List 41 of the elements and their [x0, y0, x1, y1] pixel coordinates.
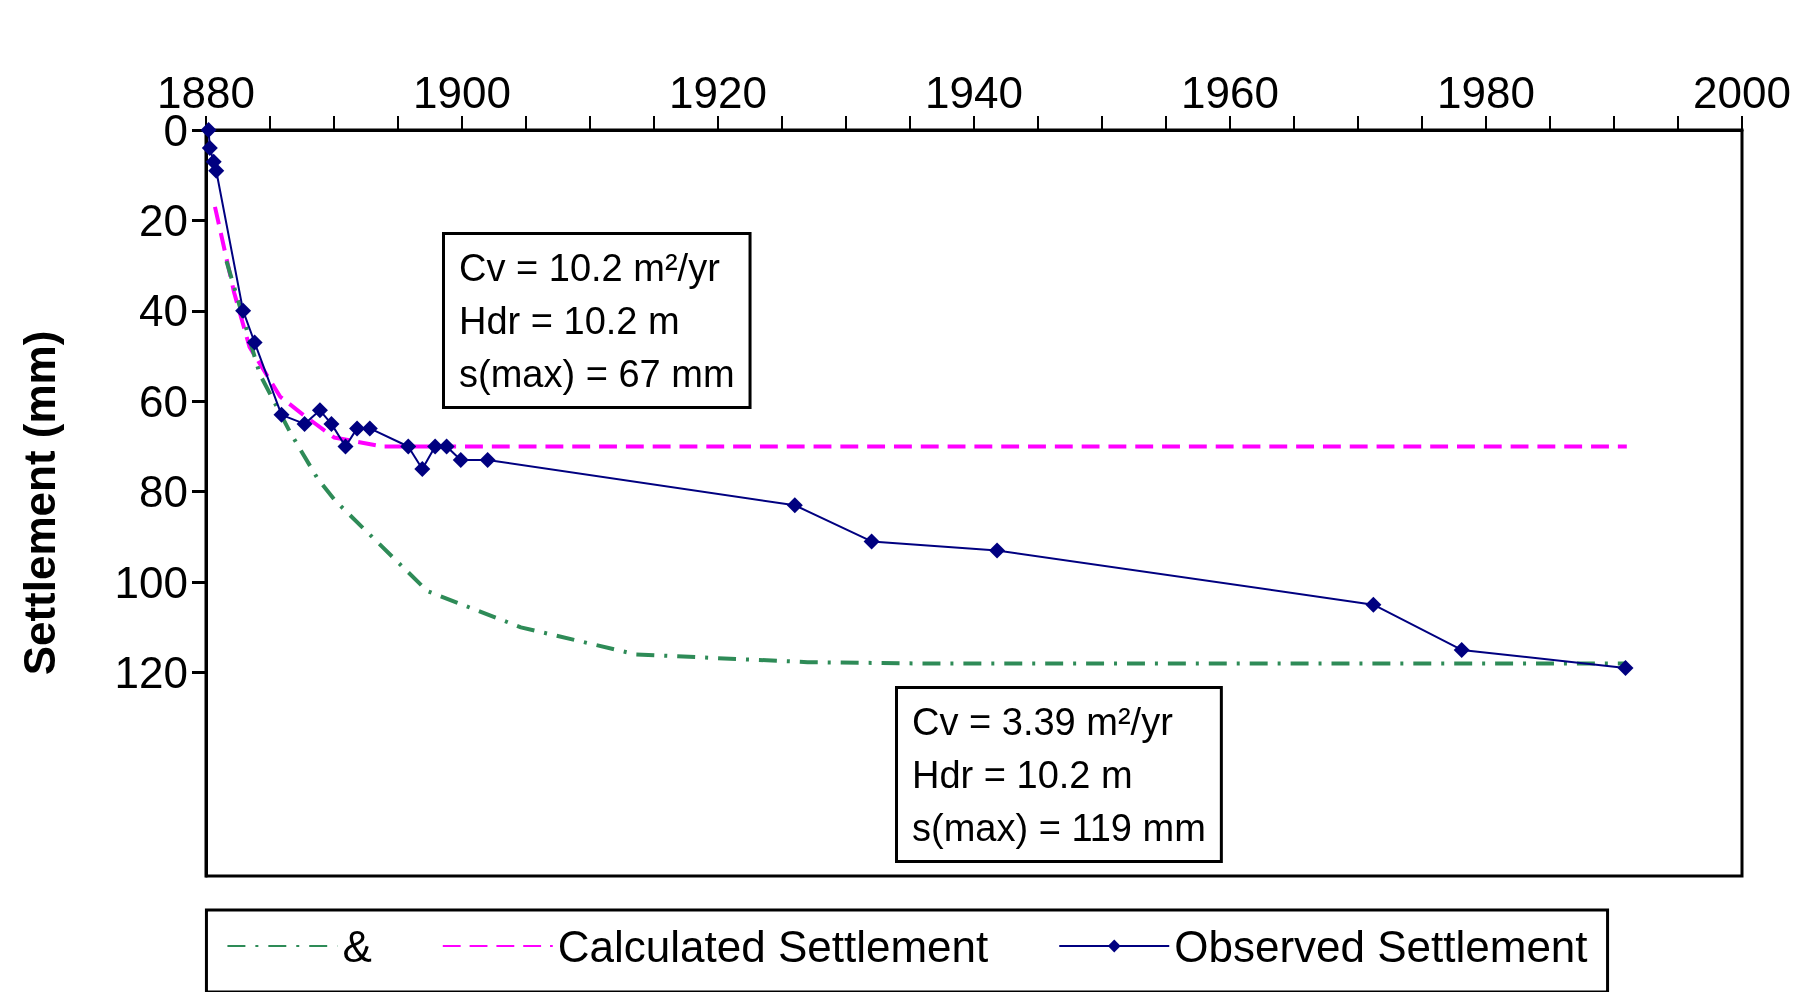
x-tick-label: 1920 — [669, 67, 767, 117]
y-tick-label: 80 — [139, 467, 188, 517]
point — [452, 452, 469, 469]
y-tick-label: 120 — [114, 648, 188, 698]
point — [273, 406, 290, 423]
point — [989, 542, 1006, 559]
y-tick-label: 20 — [139, 195, 188, 245]
legend-label: Observed Settlement — [1174, 921, 1588, 971]
point — [479, 452, 496, 469]
point — [200, 122, 217, 138]
point — [246, 334, 263, 351]
legend-label: & — [342, 921, 372, 971]
y-axis-title: Settlement (mm) — [14, 330, 64, 676]
point — [323, 415, 340, 432]
point — [235, 302, 252, 319]
legend-label: Calculated Settlement — [557, 921, 989, 971]
annotation: Cv = 10.2 m²/yr Hdr = 10.2 m s(max) = 67 mm — [459, 246, 735, 395]
x-tick-label: 2000 — [1693, 67, 1791, 117]
point — [786, 497, 803, 514]
point — [1617, 660, 1634, 677]
x-tick-label: 1980 — [1437, 67, 1535, 117]
x-tick-label: 1940 — [925, 67, 1023, 117]
annotation: Cv = 3.39 m²/yr Hdr = 10.2 m s(max) = 119 mm — [912, 700, 1206, 849]
point — [1365, 596, 1382, 613]
y-tick-label: 60 — [139, 376, 188, 426]
x-tick-label: 1900 — [413, 67, 511, 117]
point — [296, 415, 313, 432]
y-tick-label: 40 — [139, 286, 188, 336]
point — [1453, 641, 1470, 658]
point — [400, 438, 417, 455]
point — [337, 438, 354, 455]
point — [311, 402, 328, 419]
point — [349, 420, 366, 437]
point — [414, 461, 431, 478]
point — [863, 533, 880, 550]
x-tick-label: 1960 — [1181, 67, 1279, 117]
line-series — [212, 204, 1629, 449]
y-tick-label: 100 — [114, 557, 188, 607]
point — [201, 140, 218, 157]
point — [361, 420, 378, 437]
point — [438, 438, 455, 455]
